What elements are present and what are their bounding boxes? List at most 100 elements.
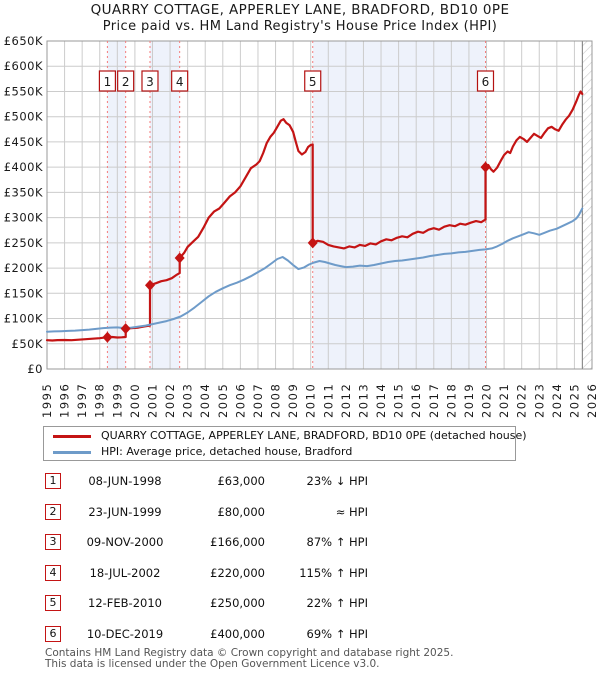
x-tick-label: 2000 <box>128 383 142 418</box>
sale-price: £80,000 <box>217 504 265 519</box>
sale-number: 3 <box>45 534 61 550</box>
x-tick-label: 1999 <box>110 383 124 418</box>
y-tick-label: £300K <box>4 211 43 225</box>
x-tick-label: 2006 <box>233 383 247 418</box>
y-tick-label: £500K <box>4 110 43 124</box>
x-tick-label: 2004 <box>198 383 212 418</box>
sale-vs-hpi: ≈ HPI <box>335 504 368 519</box>
sale-number: 5 <box>45 595 61 611</box>
sale-price: £166,000 <box>210 535 265 549</box>
sale-diamond <box>120 323 131 335</box>
y-tick-label: £0 <box>27 362 43 376</box>
x-tick-label: 2002 <box>163 383 177 418</box>
legend-item-hpi: HPI: Average price, detached house, Brad… <box>44 444 515 460</box>
x-tick-label: 2025 <box>567 383 581 418</box>
y-tick-label: £50K <box>12 337 44 351</box>
x-tick-label: 2010 <box>304 383 318 418</box>
sale-number: 1 <box>45 473 61 489</box>
x-tick-label: 2017 <box>427 383 441 418</box>
sale-number-label: 2 <box>122 75 130 89</box>
x-tick-label: 2016 <box>409 383 423 418</box>
gridlines <box>46 40 593 370</box>
y-tick-label: £650K <box>4 34 43 48</box>
x-tick-label: 2007 <box>251 383 265 418</box>
y-tick-label: £400K <box>4 160 43 174</box>
sale-date: 09-NOV-2000 <box>86 535 164 549</box>
future-hatch-region <box>582 41 592 369</box>
x-tick-label: 2023 <box>532 383 546 418</box>
x-tick-label: 2009 <box>286 383 300 418</box>
sale-markers <box>102 161 491 343</box>
sale-price: £400,000 <box>210 626 265 641</box>
plot-border <box>46 40 593 370</box>
sale-date: 10-DEC-2019 <box>86 626 164 641</box>
x-tick-label: 1997 <box>75 383 89 418</box>
page-title: QUARRY COTTAGE, APPERLEY LANE, BRADFORD,… <box>90 2 510 18</box>
legend-item-property: QUARRY COTTAGE, APPERLEY LANE, BRADFORD,… <box>44 428 527 444</box>
y-axis-labels: £0 £50K £100K £150K £200K £250K £300K £350K £400… <box>4 34 43 376</box>
sale-number-label: 3 <box>146 75 154 89</box>
sale-date: 12-FEB-2010 <box>88 596 162 610</box>
x-tick-label: 2008 <box>269 383 283 418</box>
x-axis-labels: 1995 1996 1997 1998 1999 2000 2001 2002 2003 2004… <box>40 383 599 418</box>
sale-row: 3 09-NOV-2000 £166,000 87% ↑ HPI <box>0 534 600 552</box>
sale-row: 2 23-JUN-1999 £80,000 ≈ HPI <box>0 503 600 522</box>
sale-diamond <box>307 237 318 249</box>
sale-number-box <box>476 70 495 92</box>
ownership-band <box>149 41 180 369</box>
sale-diamond <box>174 252 185 264</box>
x-tick-label: 2013 <box>356 383 370 418</box>
y-tick-label: £600K <box>4 59 43 73</box>
legend-label: QUARRY COTTAGE, APPERLEY LANE, BRADFORD,… <box>101 429 527 442</box>
sale-diamond <box>480 161 491 173</box>
sale-number-box <box>171 70 189 92</box>
sale-number-label: 5 <box>309 75 317 89</box>
sale-date: 18-JUL-2002 <box>89 565 161 580</box>
x-tick-label: 2020 <box>480 383 494 418</box>
y-tick-label: £150K <box>4 286 43 300</box>
x-tick-label: 2001 <box>145 383 159 418</box>
hpi-line <box>46 207 584 333</box>
y-tick-label: £250K <box>4 236 43 250</box>
sale-price: £63,000 <box>217 474 265 488</box>
x-tick-label: 1995 <box>40 383 54 418</box>
sale-number-label: 4 <box>176 75 184 89</box>
x-tick-label: 2018 <box>444 383 458 418</box>
sale-vs-hpi: 87% ↑ HPI <box>306 535 368 549</box>
sale-number-label: 6 <box>482 75 490 89</box>
x-tick-label: 2019 <box>462 383 476 418</box>
sale-number: 4 <box>45 564 61 581</box>
sale-vs-hpi: 115% ↑ HPI <box>299 565 368 580</box>
sale-number-box <box>304 70 322 92</box>
sale-row: 1 08-JUN-1998 £63,000 23% ↓ HPI <box>0 473 600 491</box>
sale-vs-hpi: 69% ↑ HPI <box>306 626 368 641</box>
x-tick-label: 2011 <box>321 383 335 418</box>
sale-date: 08-JUN-1998 <box>88 474 162 488</box>
sale-price: £250,000 <box>210 596 265 610</box>
x-tick-label: 2005 <box>216 383 230 418</box>
x-tick-label: 2026 <box>585 383 599 418</box>
sale-number-label: 1 <box>104 75 112 89</box>
legend-line-sample-red <box>53 435 91 438</box>
chart-legend: QUARRY COTTAGE, APPERLEY LANE, BRADFORD,… <box>43 426 527 461</box>
ownership-band <box>312 41 486 369</box>
page-subtitle: Price paid vs. HM Land Registry's House … <box>102 19 498 34</box>
x-tick-label: 1996 <box>58 383 72 418</box>
sale-row: 4 18-JUL-2002 £220,000 115% ↑ HPI <box>0 564 600 583</box>
sale-vs-hpi: 22% ↑ HPI <box>306 596 368 610</box>
x-tick-label: 2014 <box>374 383 388 418</box>
footer-line-1: Contains HM Land Registry data © Crown c… <box>45 647 454 659</box>
x-tick-label: 2015 <box>392 383 406 418</box>
y-tick-label: £100K <box>4 312 43 326</box>
sale-vs-hpi: 23% ↓ HPI <box>306 474 368 488</box>
y-tick-label: £450K <box>4 135 43 149</box>
ownership-band <box>107 41 126 369</box>
x-tick-label: 1998 <box>93 383 107 418</box>
y-tick-label: £550K <box>4 84 43 98</box>
sale-row: 5 12-FEB-2010 £250,000 22% ↑ HPI <box>0 595 600 613</box>
x-tick-label: 2012 <box>339 383 353 418</box>
x-tick-label: 2021 <box>497 383 511 418</box>
sale-number-box <box>141 70 159 92</box>
